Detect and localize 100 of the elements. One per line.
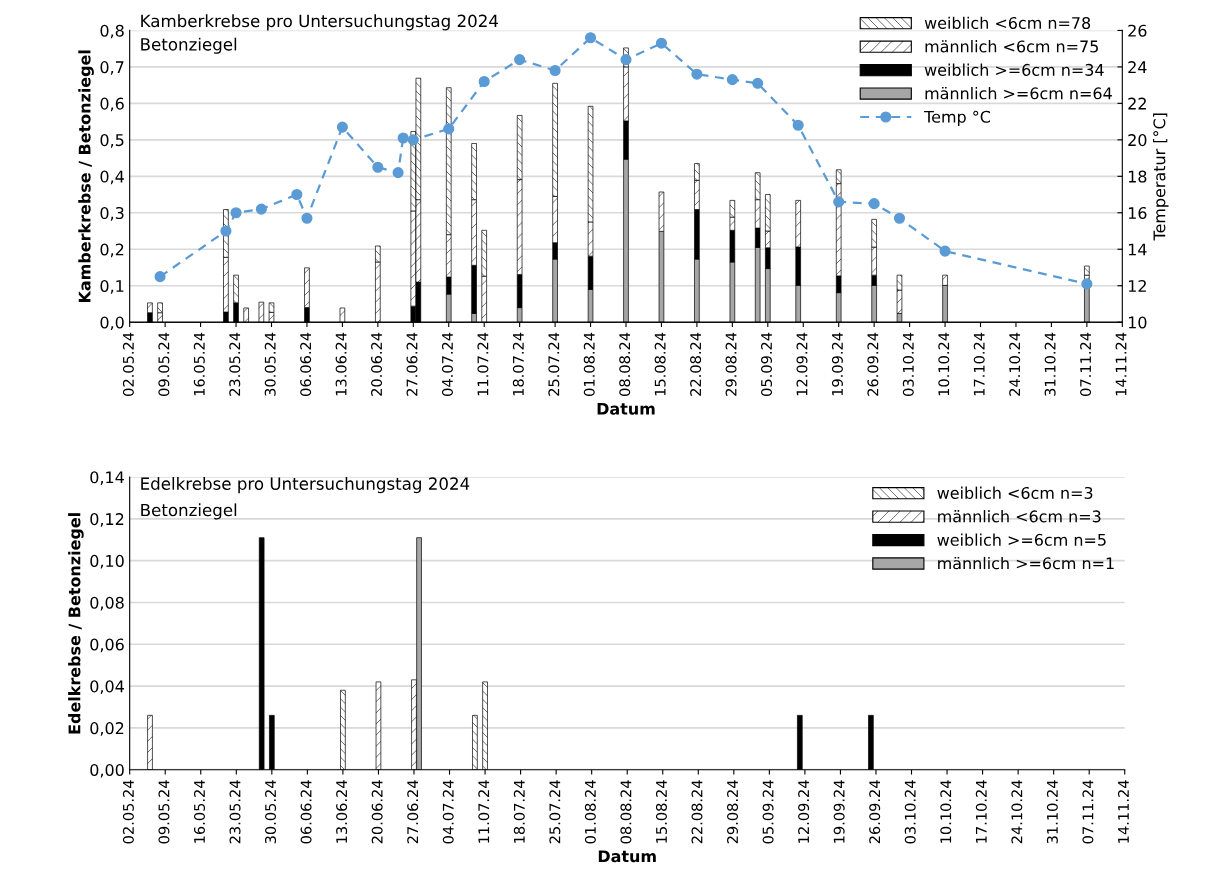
x-tick-label: 14.11.24: [1117, 780, 1129, 843]
x-tick-label: 31.10.24: [1046, 780, 1058, 844]
point: [392, 167, 404, 179]
x-tick-label: 29.08.24: [727, 780, 739, 844]
x-tick-label: 19.09.24: [833, 780, 845, 843]
point: [620, 54, 632, 66]
x-tick-label: 07.11.24: [1082, 780, 1094, 844]
point: [939, 245, 951, 257]
x-tick-label: 08.08.24: [619, 332, 631, 396]
x-tick-label: 12.09.24: [798, 780, 810, 843]
x-tick-label: 22.08.24: [691, 780, 703, 844]
y-axis-title: Kamberkrebse / Betonziegel: [78, 50, 94, 303]
x-tick-label: 31.10.24: [1044, 332, 1056, 396]
x-tick-label: 18.07.24: [512, 332, 524, 396]
y2-tick-label: 16: [1128, 207, 1147, 220]
y-tick-label: 0,12: [90, 513, 124, 527]
y-tick-label: 0,08: [90, 596, 124, 611]
chart-title: Edelkrebse pro Untersuchungstag 2024: [141, 477, 470, 494]
y-tick-label: 0,6: [100, 97, 124, 112]
x-tick-label: 25.07.24: [548, 332, 560, 396]
y-tick-label: 0,4: [100, 170, 124, 185]
x-tick-label: 13.06.24: [336, 780, 348, 843]
point: [372, 161, 384, 173]
x-tick-label: 03.10.24: [904, 780, 916, 844]
x-axis-title: Datum: [597, 402, 655, 415]
x-tick-label: 11.07.24: [478, 780, 490, 843]
point: [1081, 278, 1093, 290]
point: [868, 198, 880, 210]
x-tick-label: 12.09.24: [796, 332, 808, 396]
x-tick-label: 18.07.24: [513, 780, 525, 843]
y-tick-label: 0,0: [100, 316, 124, 331]
y2-tick-label: 14: [1128, 243, 1147, 256]
legend-label: männlich >=6cm n=64: [925, 87, 1112, 100]
point: [301, 212, 313, 224]
x-tick-label: 23.05.24: [229, 780, 241, 844]
y-tick-label: 0,00: [90, 763, 124, 778]
y-tick-label: 0,04: [90, 680, 124, 695]
y2-tick-label: 12: [1128, 279, 1146, 292]
point: [514, 54, 526, 66]
legend-label: männlich <6cm n=75: [925, 40, 1098, 53]
point: [549, 64, 561, 77]
point: [291, 188, 303, 201]
x-tick-label: 06.06.24: [300, 332, 312, 396]
x-tick-label: 15.08.24: [654, 332, 666, 396]
x-tick-label: 16.05.24: [193, 332, 205, 396]
x-tick-label: 04.07.24: [442, 780, 454, 844]
legend-label: weiblich >=6cm n=5: [937, 533, 1106, 546]
chart-subtitle: Betonziegel: [141, 37, 237, 54]
y2-axis-title: Temperatur [°C]: [1153, 113, 1169, 241]
x-tick-label: 20.06.24: [371, 332, 383, 396]
x-tick-label: 15.08.24: [655, 780, 667, 843]
x-tick-label: 05.09.24: [761, 332, 773, 396]
legend-label: weiblich <6cm n=78: [924, 16, 1091, 30]
text: Betonziegel: [141, 503, 237, 520]
chart-title: Kamberkrebse pro Untersuchungstag 2024: [141, 14, 498, 31]
y2-tick-label: 24: [1128, 61, 1147, 73]
x-tick-label: 01.08.24: [583, 332, 595, 396]
x-tick-label: 10.10.24: [938, 332, 950, 396]
point: [220, 225, 232, 237]
y2-tick-label: 10: [1128, 316, 1147, 329]
x-tick-label: 27.06.24: [407, 780, 419, 844]
point: [893, 212, 906, 224]
y-tick-label: 0,3: [100, 207, 124, 221]
x-tick-label: 27.06.24: [406, 332, 418, 396]
y-tick-label: 0,7: [100, 61, 124, 75]
x-tick-label: 17.10.24: [975, 780, 987, 843]
x-tick-label: 02.05.24: [122, 332, 134, 396]
point: [752, 77, 764, 89]
x-tick-label: 09.05.24: [158, 780, 170, 844]
x-tick-label: 26.09.24: [867, 332, 879, 396]
y-tick-label: 0,1: [100, 279, 124, 294]
y2-tick-label: 20: [1128, 134, 1147, 147]
x-tick-label: 30.05.24: [264, 332, 276, 396]
x-axis-title: Datum: [598, 850, 656, 863]
point: [230, 207, 242, 219]
x-tick-label: 04.07.24: [441, 332, 453, 396]
point: [154, 271, 166, 283]
point: [655, 37, 668, 49]
x-tick-label: 09.05.24: [158, 332, 170, 396]
bar: [1084, 265, 1090, 276]
x-tick-label: 10.10.24: [940, 780, 952, 843]
point: [397, 132, 409, 144]
x-tick-label: 30.05.24: [265, 780, 277, 844]
y-tick-label: 0,06: [90, 638, 124, 653]
x-tick-label: 19.09.24: [831, 332, 843, 396]
x-tick-label: 23.05.24: [229, 332, 241, 396]
point: [478, 75, 490, 88]
legend-label: männlich <6cm n=3: [938, 510, 1101, 523]
y-axis-title: Edelkrebse / Betonziegel: [68, 513, 84, 734]
y2-tick-label: 22: [1128, 97, 1146, 110]
point: [584, 32, 597, 44]
y-tick-label: 0,02: [90, 722, 124, 736]
x-tick-label: 24.10.24: [1011, 780, 1023, 844]
point: [726, 74, 738, 86]
x-tick-label: 13.06.24: [335, 332, 347, 396]
point: [336, 121, 348, 133]
legend-label: Temp °C: [924, 110, 991, 126]
x-tick-label: 05.09.24: [762, 780, 774, 844]
x-tick-label: 25.07.24: [549, 780, 561, 844]
y2-tick-label: 18: [1128, 170, 1147, 183]
